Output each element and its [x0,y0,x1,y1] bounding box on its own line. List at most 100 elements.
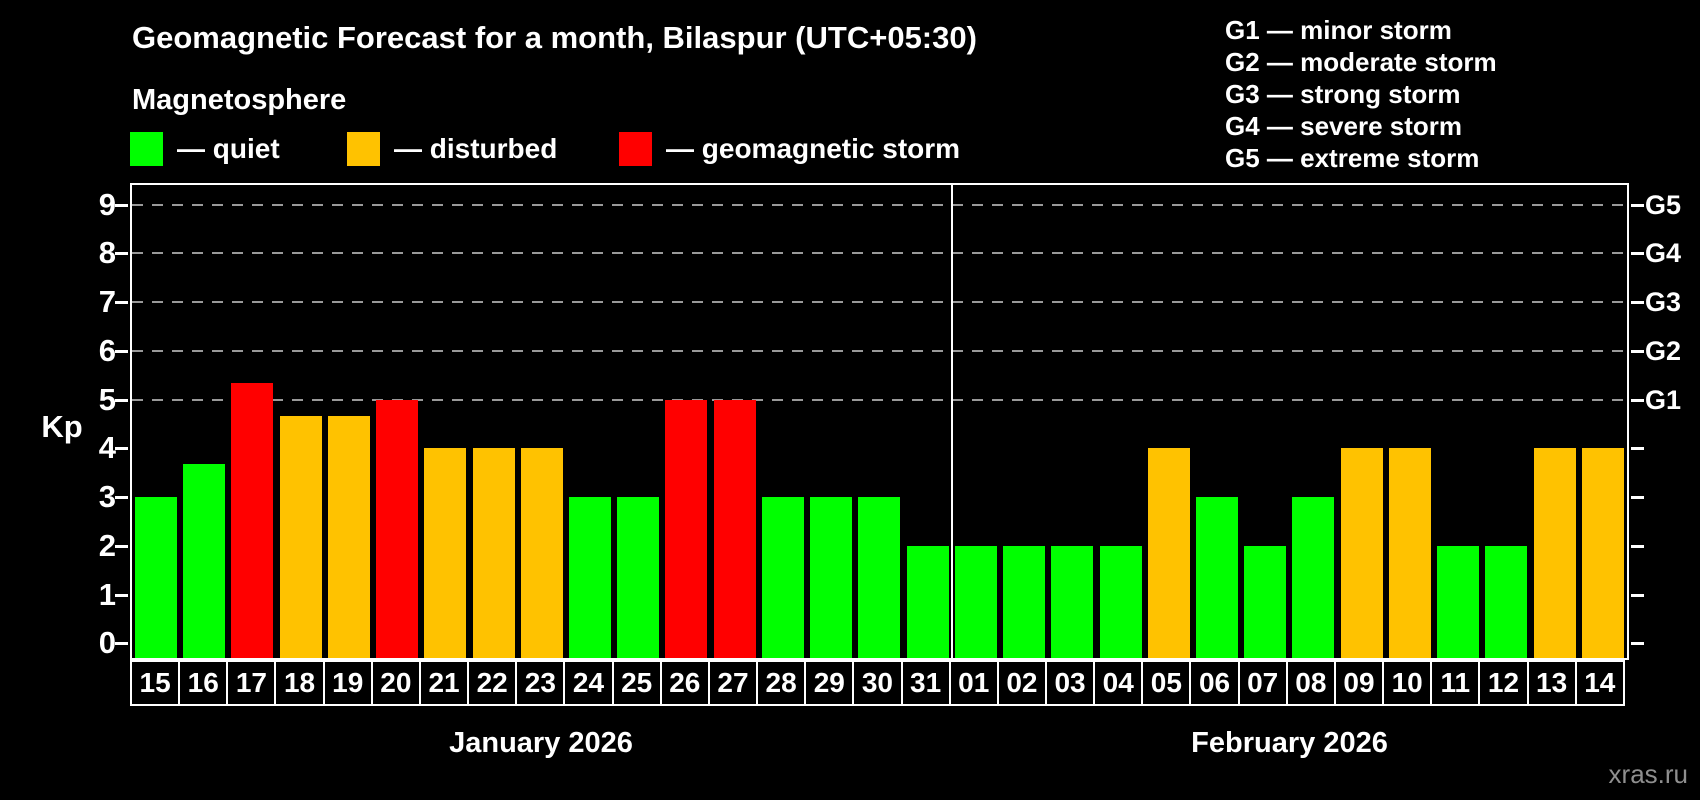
y-tick-label: 2 [98,528,116,563]
y-tick-right [1631,399,1644,402]
y-tick-right [1631,350,1644,353]
day-cell: 21 [418,660,470,706]
gridline-kp8 [132,252,1627,254]
g-scale-legend-line: G2 — moderate storm [1225,47,1497,77]
g-level-label: G1 [1645,385,1682,415]
day-cell: 27 [707,660,759,706]
legend-item-storm: — geomagnetic storm [619,132,960,166]
g-scale-legend-line: G1 — minor storm [1225,15,1452,45]
watermark: xras.ru [1608,759,1688,789]
y-tick-left [115,642,128,645]
kp-bar [135,497,177,658]
day-cell: 07 [1237,660,1288,706]
kp-bar [1485,546,1527,658]
day-cell: 24 [563,660,614,706]
kp-bar [617,497,659,658]
kp-bar [1534,448,1576,658]
g-level-label: G4 [1645,238,1682,268]
gridline-kp7 [132,301,1627,303]
kp-bar [1003,546,1045,658]
kp-bar [424,448,466,658]
y-tick-label: 8 [98,235,116,270]
kp-bar [665,400,707,658]
g-level-label: G2 [1645,336,1682,366]
g-level-label: G5 [1645,190,1682,220]
g-scale-legend-line: G5 — extreme storm [1225,143,1480,173]
kp-bar [1100,546,1142,658]
y-tick-left [115,399,128,402]
kp-bar [810,497,852,658]
gridline-kp5 [132,399,1627,401]
y-axis-label: Kp [41,409,83,444]
day-cell: 16 [178,660,229,706]
day-cell: 11 [1430,660,1481,706]
y-tick-label: 7 [98,284,116,319]
y-tick-label: 3 [98,479,116,514]
day-cell: 03 [1044,660,1096,706]
day-cell: 09 [1333,660,1385,706]
day-cell: 05 [1141,660,1192,706]
kp-bar [376,400,418,658]
day-cell: 01 [948,660,999,706]
kp-bar [1148,448,1190,658]
day-cell: 15 [130,660,181,706]
day-cell: 29 [804,660,855,706]
y-tick-label: 1 [98,577,116,612]
y-tick-left [115,301,128,304]
day-cell: 10 [1382,660,1433,706]
y-tick-label: 6 [98,333,116,368]
status-legend: — quiet — disturbed — geomagnetic storm [130,132,1030,168]
g-scale-legend-line: G4 — severe storm [1225,111,1463,141]
y-tick-right [1631,301,1644,304]
chart-subtitle: Magnetosphere [132,84,347,116]
kp-bar [569,497,611,658]
day-cell: 17 [226,660,277,706]
legend-item-label: — geomagnetic storm [666,133,961,164]
plot-area: G1 G2 G3 G4 G5 0 1 2 3 4 5 6 7 8 9 [99,183,1681,660]
day-cell: 12 [1478,660,1529,706]
kp-bar [1389,448,1431,658]
gridline-kp9 [132,204,1627,206]
kp-bar [1292,497,1334,658]
month-label-january: January 2026 [449,727,633,759]
kp-bar [231,383,273,658]
kp-bar [1244,546,1286,658]
kp-bar [762,497,804,658]
y-tick-label: 5 [98,382,116,417]
kp-bar [1341,448,1383,658]
y-tick-left [115,252,128,255]
month-separator-line [951,185,953,658]
kp-bar [955,546,997,658]
kp-bar [473,448,515,658]
kp-bar [1051,546,1093,658]
quiet-swatch-icon [130,132,163,166]
chart-title: Geomagnetic Forecast for a month, Bilasp… [132,20,977,55]
day-cell: 19 [322,660,373,706]
day-cell: 30 [852,660,903,706]
kp-bar [183,464,225,658]
y-tick-label: 0 [98,625,116,660]
day-axis-row: 15 16 17 18 19 20 21 22 23 24 25 26 27 28 29 30 31 01 02 03… [130,660,1625,706]
day-cell: 14 [1574,660,1625,706]
y-tick-left [115,350,128,353]
disturbed-swatch-icon [347,132,380,166]
y-tick-right [1631,642,1644,645]
y-tick-left [115,447,128,450]
day-cell: 13 [1526,660,1577,706]
g-level-label: G3 [1645,287,1682,317]
y-tick-right [1631,545,1644,548]
kp-bar [521,448,563,658]
y-tick-right [1631,594,1644,597]
day-cell: 06 [1189,660,1240,706]
kp-bar [280,416,322,658]
legend-item-quiet: — quiet [130,132,280,166]
y-tick-label: 9 [98,187,116,222]
y-tick-left [115,545,128,548]
legend-item-label: — quiet [177,133,280,164]
day-cell: 31 [900,660,951,706]
legend-item-label: — disturbed [394,133,558,164]
legend-item-disturbed: — disturbed [347,132,557,166]
y-tick-left [115,204,128,207]
day-cell: 28 [756,660,807,706]
